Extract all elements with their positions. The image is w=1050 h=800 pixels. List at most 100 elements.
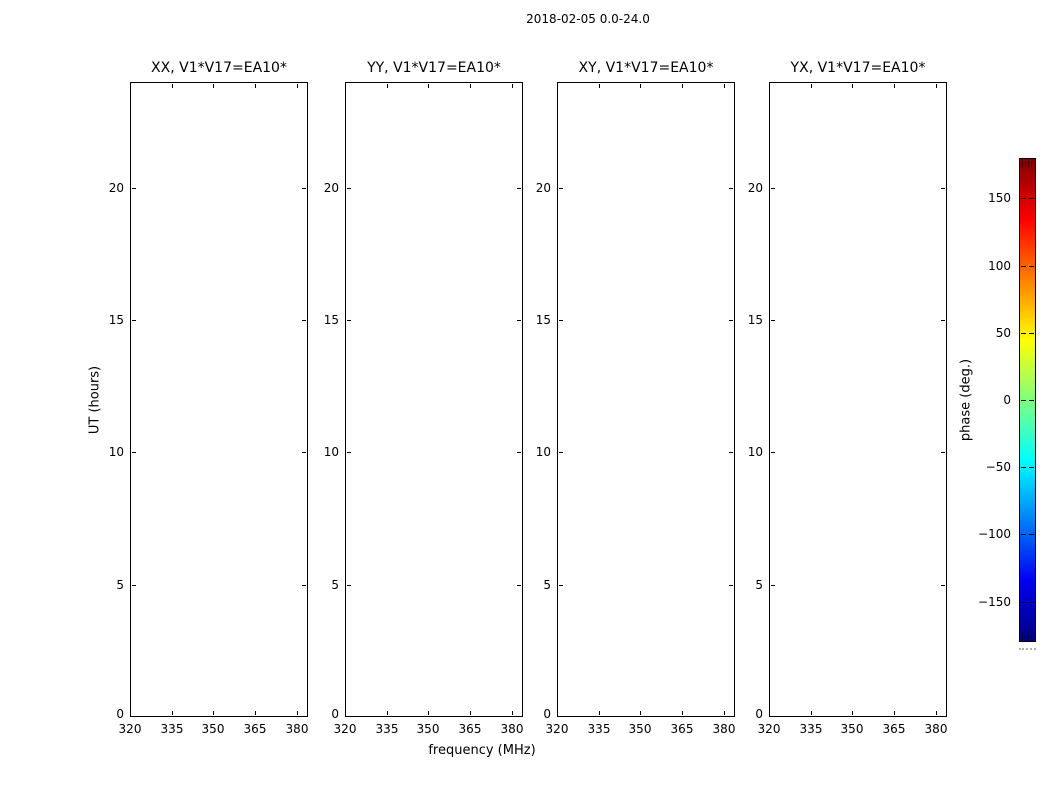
- subplot-title: XX, V1*V17=EA10*: [151, 60, 287, 76]
- y-tick-label: 20: [535, 181, 551, 195]
- x-tick-bottom: [852, 711, 853, 715]
- y-tick-left: [771, 320, 775, 321]
- x-tick-label: 350: [201, 722, 225, 736]
- x-tick-bottom: [213, 711, 214, 715]
- x-tick-bottom: [428, 711, 429, 715]
- x-tick-top: [297, 84, 298, 88]
- y-tick-label: 5: [116, 578, 124, 592]
- colorbar: [1019, 158, 1036, 642]
- x-tick-label: 320: [757, 722, 781, 736]
- y-tick-label: 0: [755, 707, 763, 721]
- x-tick-label: 320: [333, 722, 357, 736]
- colorbar-tick-right: [1029, 467, 1034, 468]
- y-tick-left: [771, 452, 775, 453]
- x-tick-bottom: [557, 711, 558, 715]
- x-tick-bottom: [769, 711, 770, 715]
- x-tick-bottom: [345, 711, 346, 715]
- x-tick-label: 350: [628, 722, 652, 736]
- x-tick-bottom: [297, 711, 298, 715]
- colorbar-tick-left: [1021, 467, 1026, 468]
- x-tick-top: [172, 84, 173, 88]
- x-tick-top: [894, 84, 895, 88]
- colorbar-tick-left: [1021, 266, 1026, 267]
- y-tick-right: [941, 188, 945, 189]
- colorbar-tick-label: 150: [988, 191, 1011, 205]
- x-tick-label: 380: [924, 722, 948, 736]
- x-tick-label: 320: [118, 722, 142, 736]
- x-tick-bottom: [599, 711, 600, 715]
- y-tick-left: [347, 585, 351, 586]
- colorbar-tick-label: −50: [985, 460, 1011, 474]
- x-tick-label: 335: [587, 722, 611, 736]
- colorbar-top-hatch: [1022, 161, 1033, 168]
- y-tick-label: 15: [535, 313, 551, 327]
- y-tick-label: 5: [543, 578, 551, 592]
- y-tick-right: [941, 585, 945, 586]
- x-tick-top: [811, 84, 812, 88]
- x-tick-top: [345, 84, 346, 88]
- y-tick-left: [132, 585, 136, 586]
- x-tick-label: 380: [285, 722, 309, 736]
- y-tick-left: [347, 188, 351, 189]
- subplot-panel: [769, 82, 947, 717]
- y-tick-label: 10: [323, 445, 339, 459]
- colorbar-tick-right: [1029, 400, 1034, 401]
- y-tick-left: [347, 320, 351, 321]
- x-tick-top: [512, 84, 513, 88]
- subplot-title: YY, V1*V17=EA10*: [367, 60, 501, 76]
- x-tick-label: 350: [416, 722, 440, 736]
- y-tick-right: [302, 452, 306, 453]
- y-tick-right: [941, 320, 945, 321]
- y-tick-label: 0: [331, 707, 339, 721]
- x-tick-label: 380: [712, 722, 736, 736]
- x-tick-bottom: [255, 711, 256, 715]
- y-tick-label: 5: [331, 578, 339, 592]
- x-tick-top: [130, 84, 131, 88]
- x-tick-bottom: [512, 711, 513, 715]
- x-tick-top: [557, 84, 558, 88]
- y-tick-label: 20: [747, 181, 763, 195]
- colorbar-tick-label: 100: [988, 259, 1011, 273]
- x-tick-label: 380: [500, 722, 524, 736]
- y-tick-label: 5: [755, 578, 763, 592]
- y-tick-right: [729, 188, 733, 189]
- x-tick-top: [682, 84, 683, 88]
- colorbar-tick-right: [1029, 266, 1034, 267]
- x-tick-label: 365: [458, 722, 482, 736]
- y-tick-right: [729, 452, 733, 453]
- x-tick-label: 335: [375, 722, 399, 736]
- x-tick-top: [852, 84, 853, 88]
- y-tick-right: [302, 585, 306, 586]
- x-tick-bottom: [724, 711, 725, 715]
- colorbar-underline: [1019, 648, 1036, 650]
- x-tick-top: [470, 84, 471, 88]
- x-tick-bottom: [811, 711, 812, 715]
- subplot-panel: [130, 82, 308, 717]
- x-tick-bottom: [894, 711, 895, 715]
- colorbar-tick-label: 50: [995, 326, 1011, 340]
- y-axis-label: UT (hours): [87, 365, 103, 435]
- colorbar-tick-right: [1029, 534, 1034, 535]
- x-tick-bottom: [130, 711, 131, 715]
- y-tick-left: [771, 585, 775, 586]
- y-tick-right: [517, 585, 521, 586]
- y-tick-left: [559, 452, 563, 453]
- y-tick-label: 15: [747, 313, 763, 327]
- x-tick-top: [213, 84, 214, 88]
- x-tick-top: [255, 84, 256, 88]
- colorbar-tick-label: −100: [978, 527, 1011, 541]
- y-tick-label: 10: [535, 445, 551, 459]
- colorbar-tick-right: [1029, 333, 1034, 334]
- x-tick-top: [428, 84, 429, 88]
- x-tick-bottom: [470, 711, 471, 715]
- y-tick-label: 15: [323, 313, 339, 327]
- colorbar-tick-left: [1021, 333, 1026, 334]
- y-tick-right: [302, 320, 306, 321]
- x-tick-label: 320: [545, 722, 569, 736]
- x-tick-label: 335: [799, 722, 823, 736]
- y-tick-right: [941, 452, 945, 453]
- x-tick-top: [724, 84, 725, 88]
- y-tick-left: [132, 320, 136, 321]
- x-tick-label: 365: [243, 722, 267, 736]
